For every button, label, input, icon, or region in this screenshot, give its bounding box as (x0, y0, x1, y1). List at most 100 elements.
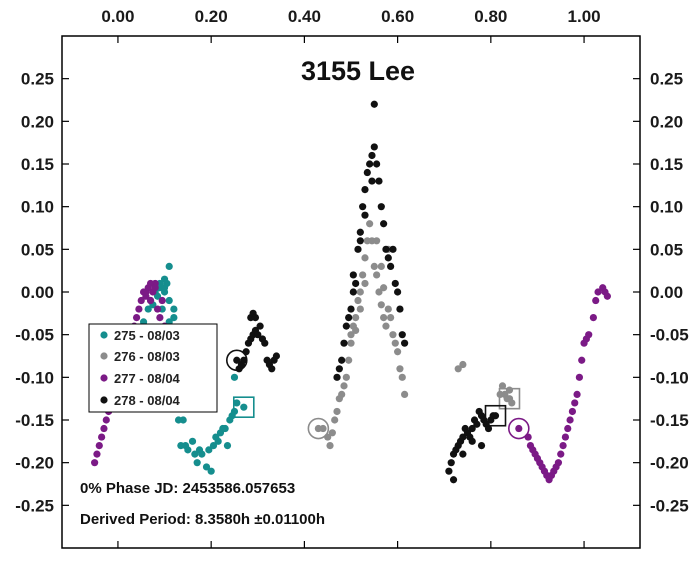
y-tick-label: -0.20 (15, 454, 54, 473)
data-point (361, 186, 369, 194)
data-point (326, 442, 334, 450)
data-point (373, 237, 381, 245)
data-point (459, 360, 467, 369)
data-point (151, 284, 159, 292)
data-point (359, 203, 367, 211)
y-tick-label: 0.15 (21, 155, 54, 174)
y-tick-label: 0.00 (650, 283, 683, 302)
data-point (352, 314, 360, 322)
data-point (251, 314, 260, 322)
data-point (368, 151, 376, 160)
y-tick-label: 0.10 (21, 198, 54, 217)
data-point (554, 459, 563, 467)
data-point (146, 296, 155, 305)
data-point (557, 450, 565, 458)
data-point (272, 352, 281, 360)
y-tick-label: -0.05 (15, 326, 54, 345)
y-tick-label: 0.20 (650, 112, 683, 131)
legend: 275 - 08/03 276 - 08/03 277 - 08/04 278 … (88, 323, 218, 413)
data-point (368, 177, 376, 185)
data-point (447, 459, 455, 467)
data-point (524, 433, 532, 441)
data-point (342, 373, 350, 381)
data-point (578, 356, 586, 364)
x-tick-marks-bottom (117, 541, 585, 548)
y-tick-label: -0.05 (650, 326, 689, 345)
data-point (347, 339, 355, 347)
data-point (575, 373, 584, 381)
data-point (484, 424, 493, 433)
data-point (384, 254, 392, 262)
data-point (566, 416, 574, 424)
data-point (564, 424, 572, 433)
data-point (342, 322, 350, 330)
data-point (146, 279, 155, 288)
data-point (505, 395, 514, 403)
data-point (233, 356, 241, 364)
data-point (394, 348, 402, 356)
data-point (568, 407, 577, 416)
y-tick-label: 0.20 (21, 112, 54, 131)
legend-label: 277 - 08/04 (114, 371, 181, 386)
y-tick-marks-left (62, 78, 69, 506)
data-point (354, 296, 362, 305)
data-point (191, 450, 199, 458)
data-point (370, 143, 378, 151)
data-point (380, 220, 388, 228)
data-point (473, 420, 481, 428)
x-tick-label: 0.80 (474, 7, 507, 26)
legend-label: 275 - 08/03 (114, 328, 180, 343)
data-point (375, 177, 383, 185)
data-point (384, 305, 392, 313)
data-point (328, 429, 336, 437)
data-point (396, 305, 404, 313)
data-point (361, 254, 369, 262)
data-point (98, 433, 106, 441)
data-point (377, 203, 385, 211)
data-point (179, 416, 187, 424)
y-tick-label: -0.10 (15, 368, 54, 387)
y-tick-label: -0.25 (650, 496, 689, 515)
data-point (356, 288, 364, 296)
data-point (135, 305, 143, 313)
data-point (214, 437, 222, 445)
y-tick-marks-right (633, 78, 640, 506)
data-point (345, 356, 353, 364)
data-point (468, 424, 476, 433)
data-point (170, 305, 178, 313)
data-point (230, 373, 239, 381)
data-point (144, 305, 152, 313)
data-point (93, 450, 101, 458)
data-point (349, 288, 357, 296)
data-point (188, 437, 197, 445)
x-tick-marks-top (117, 36, 585, 43)
data-point (95, 442, 103, 450)
data-point (592, 296, 600, 305)
data-point (137, 296, 145, 305)
y-tick-label: 0.05 (21, 240, 54, 259)
x-tick-label: 0.20 (195, 7, 228, 26)
y-tick-label: -0.15 (650, 411, 689, 430)
y-tick-label: 0.05 (650, 240, 683, 259)
data-point (352, 279, 360, 288)
data-point (205, 446, 213, 454)
y-tick-label: -0.10 (650, 368, 689, 387)
data-point (468, 437, 476, 445)
data-point (370, 100, 378, 108)
data-point (338, 390, 346, 398)
y-tick-label: 0.25 (650, 70, 683, 89)
data-point (132, 314, 141, 322)
data-point (338, 356, 346, 364)
highlight-square-marker (484, 404, 507, 427)
y-tick-label: 0.15 (650, 155, 683, 174)
data-point (366, 160, 374, 168)
data-point (345, 314, 353, 322)
data-point (398, 331, 406, 339)
data-point (184, 446, 192, 454)
x-tick-label: 1.00 (568, 7, 601, 26)
data-point (153, 305, 162, 313)
y-tick-label: 0.25 (21, 70, 54, 89)
data-point (370, 262, 378, 270)
data-point (193, 459, 201, 467)
data-point (160, 284, 169, 292)
